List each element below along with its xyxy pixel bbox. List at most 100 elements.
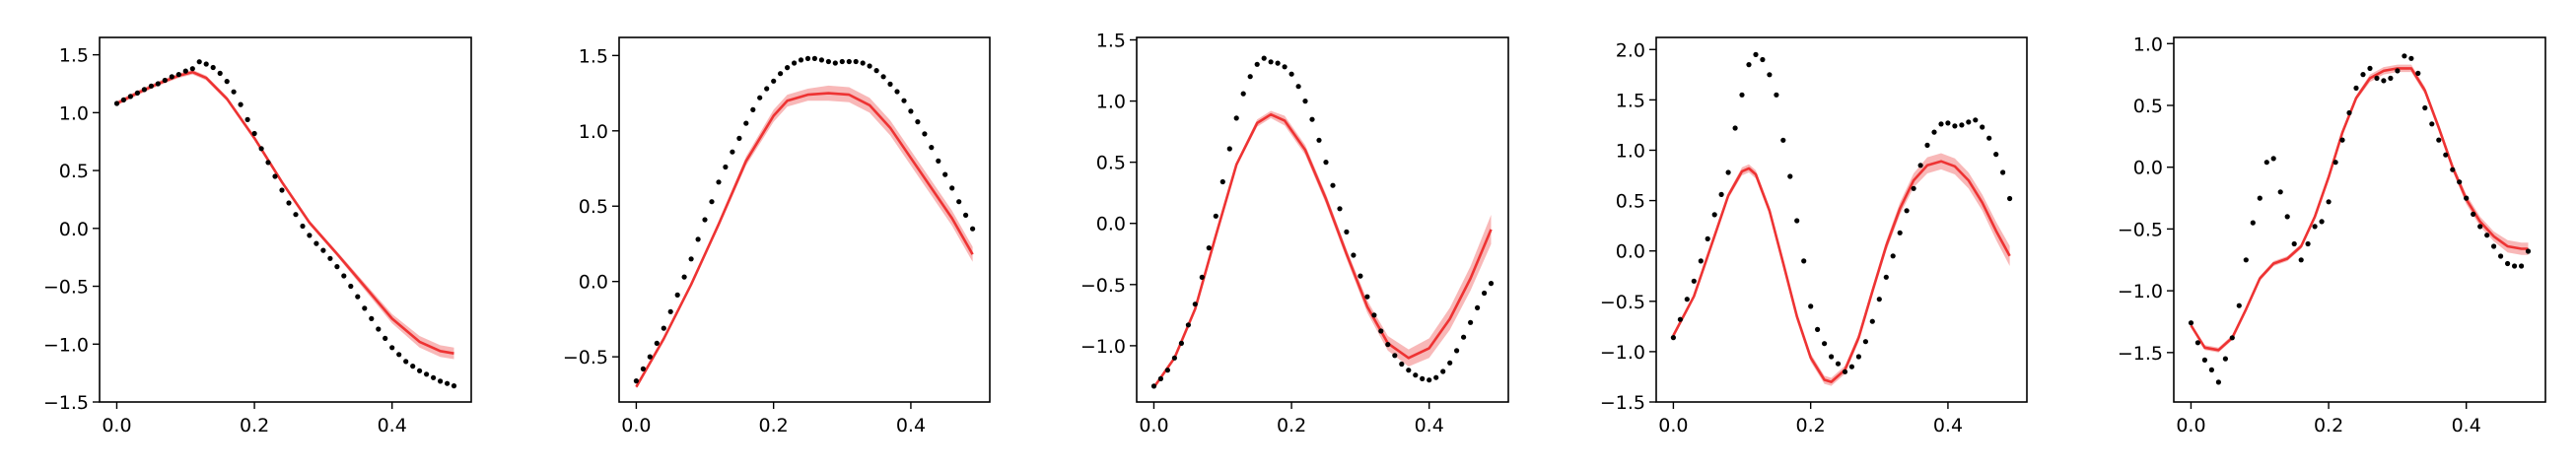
subplot-3: 0.0 0.2 0.4 −1.0 −0.5 0.0 0.5 1.0 1.5 <box>1080 30 1509 436</box>
observed-point <box>1808 303 1814 309</box>
observed-point <box>1475 304 1481 310</box>
observed-point <box>1959 122 1965 128</box>
x-tick-label: 0.0 <box>621 415 651 436</box>
observed-point <box>915 119 921 125</box>
observed-point <box>1275 60 1281 66</box>
observed-point <box>1385 342 1391 348</box>
y-tick-label: 0.0 <box>1096 214 1126 235</box>
observed-point <box>2194 340 2200 346</box>
x-tick-label: 0.4 <box>2452 415 2481 436</box>
observed-point <box>1192 302 1198 307</box>
x-tick-label: 0.0 <box>102 415 131 436</box>
observed-point <box>949 185 955 191</box>
x-tick-label: 0.0 <box>1139 415 1168 436</box>
x-tick-label: 0.2 <box>759 415 789 436</box>
observed-point <box>894 89 900 95</box>
y-tick-label: 0.5 <box>1096 153 1126 174</box>
observed-point <box>341 273 347 279</box>
observed-point <box>1897 230 1903 235</box>
observed-point <box>2229 335 2235 341</box>
observed-point <box>1691 278 1697 284</box>
observed-point <box>127 94 133 100</box>
observed-point <box>210 64 216 71</box>
y-tick-label: −0.5 <box>1080 275 1126 297</box>
observed-point <box>1753 51 1759 58</box>
observed-point <box>1883 274 1889 280</box>
observed-point <box>1364 294 1370 300</box>
observed-point <box>1760 56 1766 63</box>
observed-point <box>2215 379 2221 385</box>
observed-point <box>203 61 209 67</box>
y-tick-label: 0.5 <box>2133 96 2163 117</box>
observed-point <box>1288 71 1294 77</box>
observed-point <box>640 366 647 371</box>
observed-point <box>1337 206 1343 212</box>
observed-point <box>293 212 299 218</box>
observed-point <box>2339 137 2345 143</box>
observed-point <box>1378 328 1384 334</box>
observed-point <box>2408 55 2414 61</box>
observed-point <box>1261 55 1267 61</box>
y-tick-label: −0.5 <box>1600 292 1645 313</box>
observed-point <box>1993 152 1999 158</box>
observed-point <box>2381 78 2387 84</box>
observed-point <box>647 354 653 360</box>
observed-point <box>1801 258 1807 264</box>
observed-point <box>1890 253 1896 259</box>
observed-point <box>1399 361 1405 368</box>
model-mean-line <box>115 70 454 355</box>
x-tick-label: 0.0 <box>1658 415 1688 436</box>
uncertainty-band <box>1673 153 2010 386</box>
observed-point <box>169 74 174 80</box>
observed-point <box>1698 258 1704 264</box>
observed-point <box>1670 335 1676 341</box>
observed-point <box>1684 297 1690 302</box>
observed-point <box>2201 357 2207 363</box>
observed-point <box>224 79 230 85</box>
observed-point <box>362 305 368 311</box>
axes-frame <box>1136 36 1509 403</box>
observed-point <box>1980 124 1985 130</box>
observed-point <box>970 226 976 232</box>
observed-point <box>1199 274 1205 280</box>
observed-point <box>2525 248 2532 254</box>
observed-point <box>2291 240 2297 247</box>
observed-point <box>134 90 140 96</box>
y-tick-label: 1.0 <box>1096 92 1126 113</box>
observed-point <box>1226 146 1232 152</box>
observed-point <box>956 199 962 205</box>
observed-point <box>901 98 907 103</box>
observed-point <box>1986 135 1992 141</box>
observed-point <box>887 81 893 87</box>
observed-point <box>804 55 811 62</box>
observed-point <box>1855 354 1861 360</box>
observed-point <box>771 78 777 84</box>
observed-point <box>1767 72 1773 78</box>
observed-point <box>2505 260 2511 267</box>
observed-point <box>1711 212 1717 218</box>
subplot-5: 0.0 0.2 0.4 −1.5 −1.0 −0.5 0.0 0.5 1.0 <box>2118 34 2546 436</box>
y-tick-label: 2.0 <box>1616 39 1645 61</box>
observed-point <box>853 58 859 65</box>
observed-point <box>2305 240 2311 247</box>
observed-point <box>182 68 188 74</box>
observed-point <box>1213 213 1218 219</box>
observed-point <box>818 57 825 63</box>
x-tick-label: 0.4 <box>896 415 926 436</box>
observed-point <box>1848 364 1854 369</box>
observed-point <box>2298 257 2304 263</box>
x-tick-label: 0.4 <box>378 415 407 436</box>
observed-point <box>148 83 154 89</box>
x-tick-label: 0.2 <box>1796 415 1826 436</box>
observed-point <box>1718 191 1724 197</box>
observed-point <box>1323 160 1329 166</box>
observed-point <box>1406 368 1412 373</box>
plot-area <box>1670 51 2013 386</box>
y-tick-label: 1.0 <box>579 121 608 143</box>
observed-point <box>633 378 640 384</box>
observed-point <box>376 326 382 332</box>
observed-point <box>1316 137 1322 143</box>
observed-point <box>1447 360 1453 366</box>
axes-frame <box>2173 36 2546 403</box>
model-mean-line <box>635 92 974 388</box>
